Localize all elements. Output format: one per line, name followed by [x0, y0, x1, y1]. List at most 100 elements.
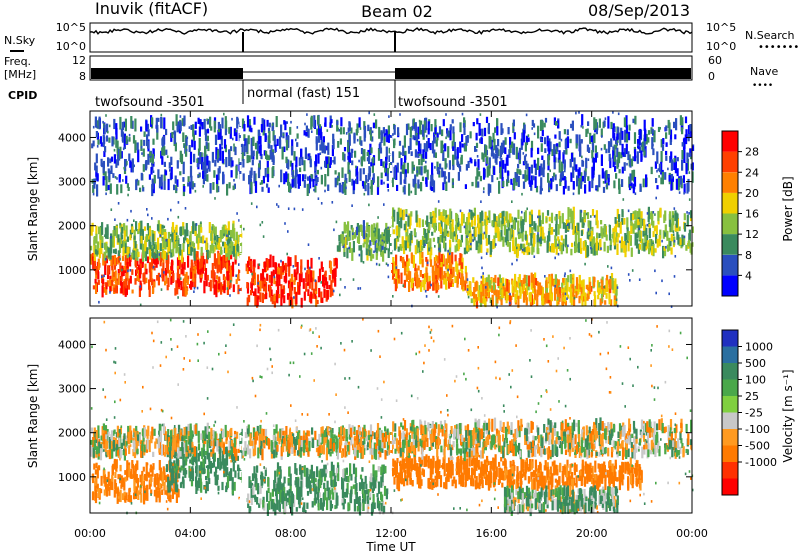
data-cell: [404, 221, 408, 226]
data-cell: [375, 444, 378, 454]
data-cell: [619, 132, 622, 146]
data-cell: [347, 142, 350, 153]
data-cell: [618, 169, 621, 174]
data-cell: [539, 137, 542, 140]
data-cell: [489, 184, 492, 193]
data-cell: [135, 474, 138, 484]
data-cell: [342, 152, 345, 161]
data-cell: [117, 474, 120, 480]
data-cell: [343, 184, 346, 193]
data-cell: [351, 160, 354, 166]
data-cell: [489, 297, 492, 304]
data-cell: [213, 284, 216, 295]
data-cell: [404, 155, 407, 163]
data-cell: [172, 273, 175, 283]
data-cell: [541, 129, 544, 137]
data-cell: [119, 257, 121, 261]
data-cell: [580, 286, 583, 299]
data-cell: [463, 126, 466, 135]
data-cell: [510, 216, 513, 223]
data-cell: [659, 229, 662, 239]
data-cell: [273, 293, 276, 302]
data-cell: [582, 293, 585, 302]
data-cell: [179, 115, 182, 118]
data-cell: [452, 132, 455, 143]
data-cell: [95, 225, 98, 236]
data-cell: [615, 144, 618, 150]
data-cell: [537, 232, 539, 235]
data-cell: [448, 160, 451, 170]
data-cell: [213, 452, 216, 462]
data-cell: [163, 117, 166, 130]
data-cell: [176, 179, 179, 187]
data-cell: [474, 226, 477, 237]
data-cell: [258, 440, 261, 452]
data-cell: [414, 263, 417, 272]
data-cell: [460, 262, 463, 269]
data-cell: [387, 229, 390, 241]
data-cell: [410, 190, 413, 194]
data-cell: [666, 230, 669, 241]
data-cell: [185, 223, 188, 231]
data-cell: [369, 186, 372, 189]
data-cell: [270, 289, 273, 297]
data-cell: [520, 243, 523, 250]
data-cell: [621, 143, 624, 155]
data-cell: [134, 260, 137, 268]
data-cell: [559, 241, 562, 252]
data-cell: [595, 210, 598, 222]
data-cell: [391, 177, 394, 188]
data-cell: [657, 210, 660, 222]
data-cell: [462, 122, 466, 128]
data-cell: [554, 235, 557, 241]
data-cell: [171, 131, 174, 138]
data-cell: [235, 279, 238, 285]
data-cell: [433, 257, 436, 266]
data-cell: [363, 121, 366, 130]
data-cell: [351, 248, 354, 261]
data-cell: [593, 215, 596, 218]
data-cell: [222, 443, 225, 455]
data-cell: [560, 138, 563, 142]
data-cell: [348, 121, 351, 127]
data-cell: [235, 231, 238, 242]
data-cell: [590, 230, 593, 239]
data-cell: [110, 236, 112, 239]
data-cell: [176, 484, 179, 493]
data-cell: [117, 250, 120, 257]
data-cell: [594, 153, 597, 163]
data-cell: [407, 123, 410, 130]
data-cell: [327, 142, 330, 155]
data-cell: [482, 233, 485, 240]
data-cell: [283, 430, 286, 440]
data-cell: [347, 162, 350, 175]
data-cell: [627, 131, 631, 141]
data-cell: [515, 146, 518, 159]
data-cell: [567, 275, 570, 283]
data-cell: [427, 138, 430, 149]
data-cell: [137, 149, 140, 163]
data-cell: [607, 174, 610, 186]
data-cell: [496, 126, 499, 136]
data-cell: [157, 237, 160, 250]
data-cell: [208, 478, 211, 484]
data-cell: [162, 423, 165, 434]
data-cell: [254, 288, 257, 297]
data-cell: [122, 179, 124, 182]
data-cell: [482, 293, 485, 302]
data-cell: [603, 224, 606, 238]
data-cell: [160, 288, 163, 291]
data-cell: [271, 123, 274, 126]
data-cell: [384, 238, 387, 248]
data-cell: [472, 239, 474, 242]
data-cell: [414, 149, 417, 158]
data-cell: [143, 272, 146, 285]
data-cell: [134, 140, 137, 153]
data-cell: [304, 267, 306, 271]
data-cell: [530, 164, 533, 174]
data-cell: [321, 433, 324, 445]
data-cell: [481, 266, 483, 270]
data-cell: [433, 275, 436, 287]
data-cell: [112, 275, 115, 281]
data-cell: [599, 286, 602, 291]
